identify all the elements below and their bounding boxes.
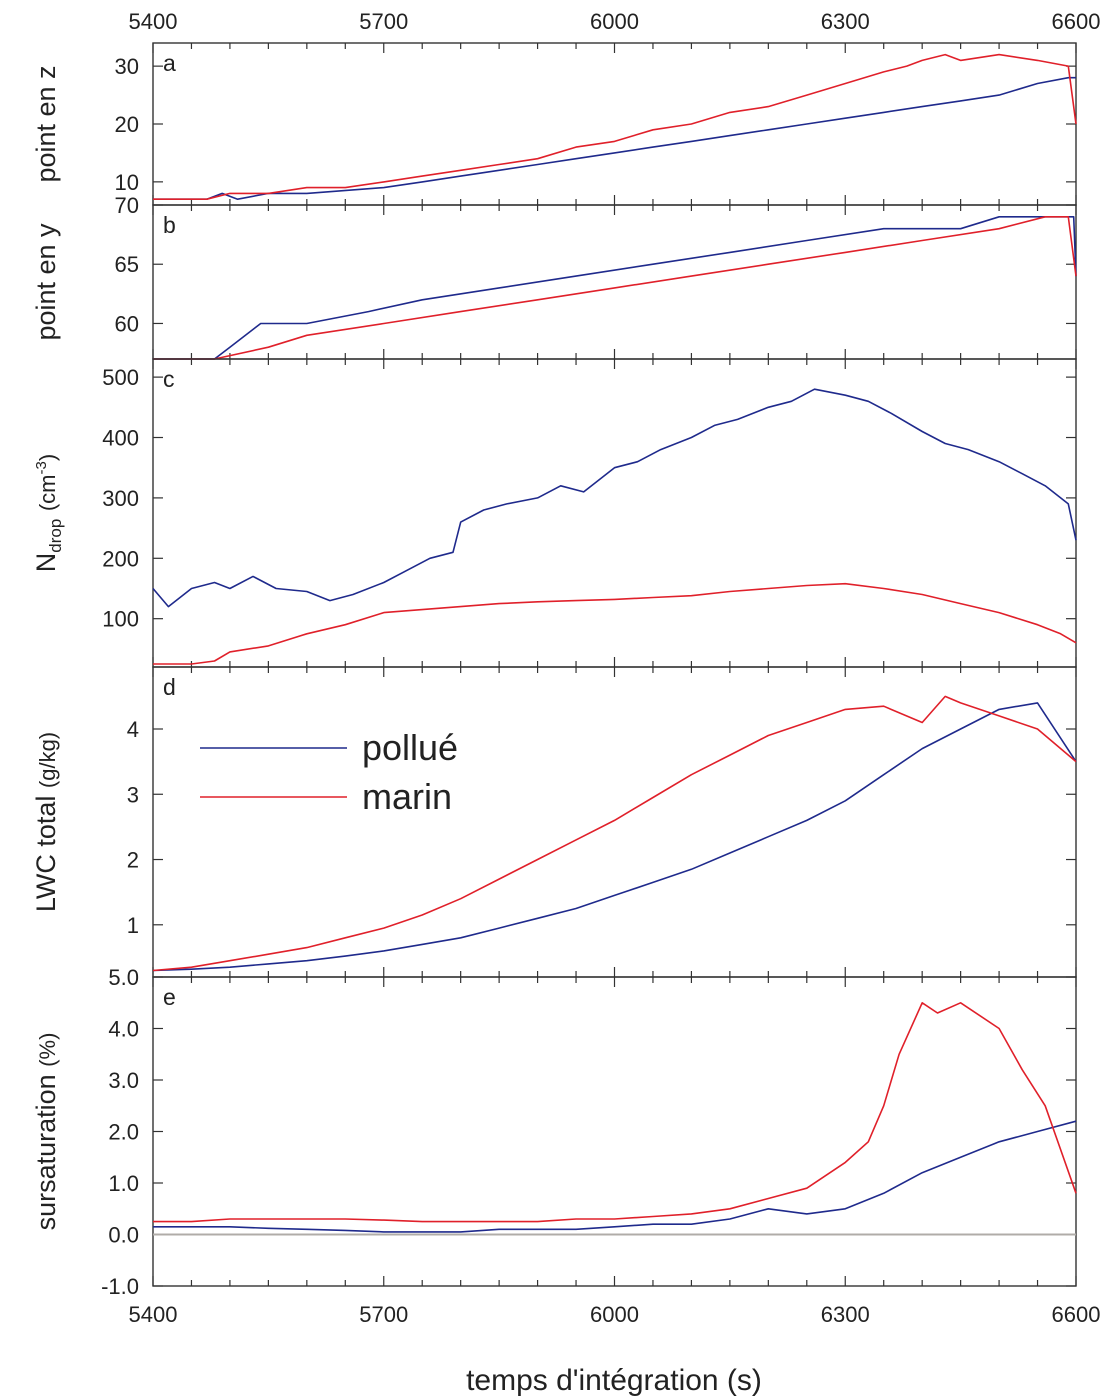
panel-b: b 60 65 70 point en y xyxy=(31,193,1077,360)
legend-label-marin: marin xyxy=(362,776,452,817)
series-line-pollue xyxy=(153,76,1076,200)
y-tick-label: 2 xyxy=(127,848,139,873)
y-tick-label: 4.0 xyxy=(108,1017,139,1042)
legend: pollué marin xyxy=(200,727,458,817)
panel-e: e -1.0 0.0 1.0 2.0 3.0 4.0 5.0 sursaturation (%) xyxy=(31,965,1077,1299)
panel-label: e xyxy=(163,984,176,1010)
x-tick-label: 6000 xyxy=(590,1302,639,1327)
y-label-unit: (cm xyxy=(35,474,60,511)
y-tick-label: 400 xyxy=(102,426,139,451)
y-tick-label: 70 xyxy=(115,193,139,218)
x-tick-label: 6300 xyxy=(821,1302,870,1327)
panel-frame xyxy=(152,358,1077,668)
y-tick-label: 10 xyxy=(115,170,139,195)
panel-d: d 1 2 3 4 LWC total (g/kg) xyxy=(31,666,1077,978)
y-tick-label: 100 xyxy=(102,607,139,632)
x-axis-label: temps d'intégration (s) xyxy=(466,1364,762,1397)
series-line-marin xyxy=(153,1001,1077,1223)
y-tick-label: 200 xyxy=(102,546,139,571)
panel-frame xyxy=(152,976,1077,1287)
y-axis-label: sursaturation (%) xyxy=(31,1033,61,1231)
y-label-space xyxy=(31,511,61,519)
panel-a: a 10 20 30 point en z xyxy=(31,42,1077,206)
panel-label: c xyxy=(163,366,175,392)
y-tick-label: 3 xyxy=(127,782,139,807)
y-axis-label: LWC total (g/kg) xyxy=(31,732,61,912)
panel-label: b xyxy=(163,212,176,238)
y-tick-label: 60 xyxy=(115,311,139,336)
x-tick-label-top: 5700 xyxy=(359,9,408,34)
y-label-space xyxy=(31,788,61,796)
y-label-superscript: -3 xyxy=(33,461,50,474)
x-tick-label: 5400 xyxy=(129,1302,178,1327)
series-line-pollue xyxy=(153,1120,1077,1233)
y-label-main: sursaturation xyxy=(31,1074,61,1230)
series-line-marin xyxy=(153,582,1077,665)
x-tick-label-top: 5400 xyxy=(129,9,178,34)
y-label-unit: (%) xyxy=(35,1033,60,1067)
y-label-main: point en z xyxy=(31,65,61,182)
panel-label: a xyxy=(163,50,176,76)
y-label-unit: (g/kg) xyxy=(35,732,60,788)
y-tick-label: 4 xyxy=(127,717,139,742)
y-tick-label: 0.0 xyxy=(108,1223,139,1248)
y-axis-label: Ndrop (cm-3) xyxy=(31,454,65,572)
x-tick-label-top: 6600 xyxy=(1052,9,1101,34)
y-axis-label: point en z xyxy=(31,65,61,182)
series-line-pollue xyxy=(152,388,1077,608)
y-tick-label: 300 xyxy=(102,486,139,511)
top-x-axis: 5400 5700 6000 6300 6600 xyxy=(129,9,1101,34)
x-tick-label-top: 6000 xyxy=(590,9,639,34)
y-tick-label: 500 xyxy=(102,365,139,390)
series-line-pollue xyxy=(153,216,1077,360)
y-tick-label: 65 xyxy=(115,252,139,277)
x-tick-label-top: 6300 xyxy=(821,9,870,34)
panel-frame xyxy=(152,666,1077,978)
panel-label: d xyxy=(163,674,176,700)
y-label-space xyxy=(31,1067,61,1075)
y-tick-label: 1.0 xyxy=(108,1171,139,1196)
x-tick-label: 5700 xyxy=(359,1302,408,1327)
series-line-marin xyxy=(152,695,1077,972)
series-line-marin xyxy=(153,216,1077,360)
y-tick-label: 30 xyxy=(115,54,139,79)
bottom-x-axis: 5400 5700 6000 6300 6600 xyxy=(129,1302,1101,1327)
x-tick-label: 6600 xyxy=(1052,1302,1101,1327)
y-axis-label: point en y xyxy=(31,223,61,341)
y-tick-label: 1 xyxy=(127,913,139,938)
series-line-marin xyxy=(153,53,1077,200)
panel-c: c 100 200 300 400 500 Ndrop (cm-3) xyxy=(31,358,1077,668)
y-tick-label: 3.0 xyxy=(108,1068,139,1093)
y-label-unit-close: ) xyxy=(35,454,60,461)
panel-frame xyxy=(152,42,1077,206)
series-line-pollue xyxy=(152,702,1077,972)
y-label-main: N xyxy=(31,553,61,573)
y-label-main: LWC total xyxy=(31,796,61,913)
y-tick-label: 5.0 xyxy=(108,965,139,990)
y-label-main: point en y xyxy=(31,223,61,341)
y-tick-label: 2.0 xyxy=(108,1120,139,1145)
legend-label-pollue: pollué xyxy=(362,727,458,768)
y-label-subscript: drop xyxy=(46,519,65,553)
y-tick-label: -1.0 xyxy=(101,1274,139,1299)
y-tick-label: 20 xyxy=(115,112,139,137)
